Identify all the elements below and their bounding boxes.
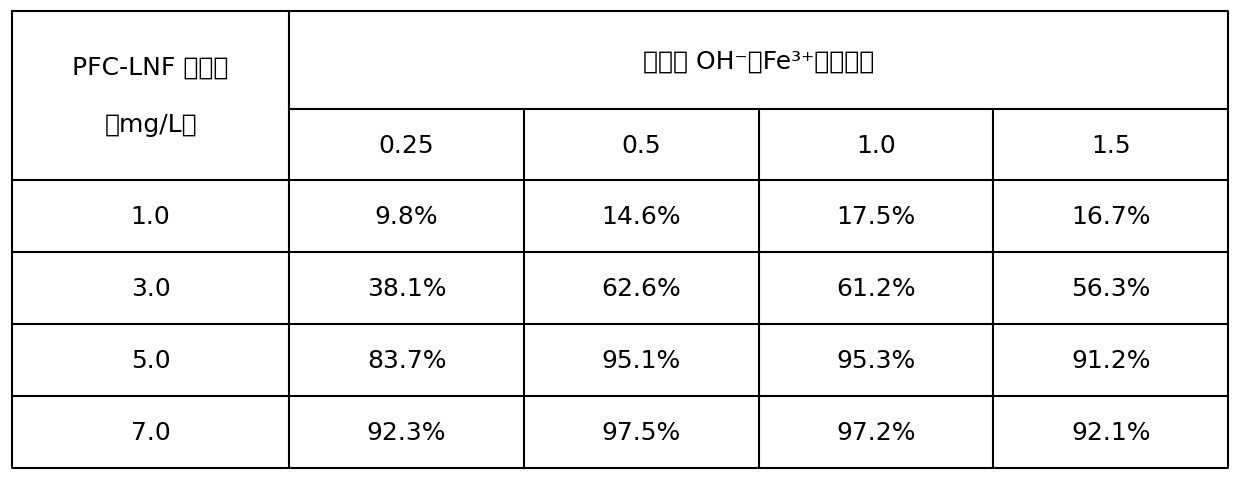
- Text: 56.3%: 56.3%: [1071, 276, 1151, 300]
- Text: 7.0: 7.0: [130, 420, 170, 444]
- Text: 62.6%: 62.6%: [601, 276, 681, 300]
- Text: 1.0: 1.0: [856, 133, 895, 157]
- Text: 14.6%: 14.6%: [601, 204, 681, 228]
- Text: 92.1%: 92.1%: [1071, 420, 1151, 444]
- Text: （mg/L）: （mg/L）: [104, 113, 197, 137]
- Text: 95.3%: 95.3%: [836, 348, 915, 372]
- Text: 97.5%: 97.5%: [601, 420, 681, 444]
- Text: 0.5: 0.5: [621, 133, 661, 157]
- Text: 91.2%: 91.2%: [1071, 348, 1151, 372]
- Text: 9.8%: 9.8%: [374, 204, 439, 228]
- Text: 97.2%: 97.2%: [836, 420, 915, 444]
- Text: 0.25: 0.25: [378, 133, 434, 157]
- Text: 38.1%: 38.1%: [367, 276, 446, 300]
- Text: 92.3%: 92.3%: [367, 420, 446, 444]
- Text: 5.0: 5.0: [130, 348, 170, 372]
- Text: 1.0: 1.0: [130, 204, 170, 228]
- Text: 83.7%: 83.7%: [367, 348, 446, 372]
- Text: 16.7%: 16.7%: [1071, 204, 1151, 228]
- Text: 61.2%: 61.2%: [836, 276, 916, 300]
- Text: 1.5: 1.5: [1091, 133, 1131, 157]
- Text: 17.5%: 17.5%: [836, 204, 915, 228]
- Text: PFC-LNF 投加量: PFC-LNF 投加量: [72, 56, 229, 80]
- Text: 95.1%: 95.1%: [601, 348, 681, 372]
- Text: 3.0: 3.0: [130, 276, 170, 300]
- Text: 碱化度 OH⁻：Fe³⁺的摩尔比: 碱化度 OH⁻：Fe³⁺的摩尔比: [644, 49, 874, 73]
